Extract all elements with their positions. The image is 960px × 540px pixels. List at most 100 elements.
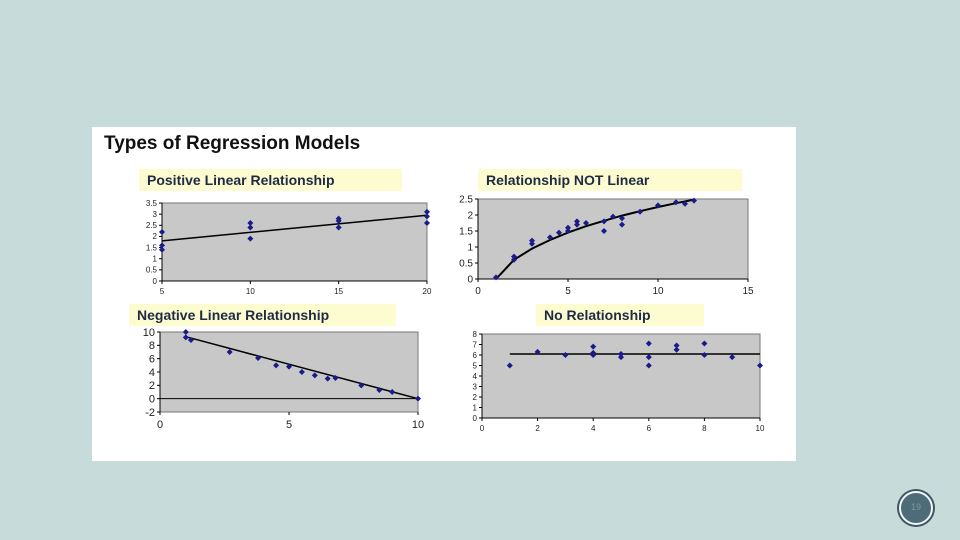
y-tick-label: 8: [473, 330, 478, 339]
data-point: [187, 337, 194, 343]
y-tick-label: 1: [467, 243, 473, 254]
data-point: [673, 342, 680, 349]
data-point: [424, 208, 430, 215]
data-point: [247, 224, 254, 231]
y-tick-label: 0: [153, 277, 158, 286]
x-tick-label: 10: [652, 286, 664, 297]
data-point: [506, 362, 513, 369]
data-point: [335, 224, 342, 231]
y-tick-label: 4: [149, 367, 155, 379]
x-tick-label: 20: [423, 287, 432, 296]
data-point: [619, 221, 625, 228]
x-tick-label: 6: [647, 424, 652, 433]
y-tick-label: 3: [473, 382, 478, 391]
data-point: [691, 197, 697, 204]
y-tick-label: 1: [153, 255, 158, 264]
x-tick-label: 5: [565, 286, 571, 297]
data-point: [226, 349, 233, 355]
data-point: [565, 228, 571, 234]
y-tick-label: 5: [473, 361, 478, 370]
data-point: [562, 352, 569, 358]
y-tick-label: 7: [473, 340, 478, 349]
panel-title-positive: Positive Linear Relationship: [139, 169, 402, 191]
data-point: [645, 362, 652, 369]
x-tick-label: 0: [157, 419, 163, 431]
data-point: [574, 221, 580, 228]
data-point: [590, 349, 597, 356]
y-tick-label: 3.5: [146, 199, 158, 208]
data-point: [673, 199, 679, 206]
data-point: [159, 228, 165, 235]
y-tick-label: 1: [473, 403, 478, 412]
chart-not-linear: 0 0.5 1 1.5 2 2.5 0 5 10 15: [459, 195, 754, 298]
y-tick-label: 4: [473, 372, 478, 381]
x-tick-label: 15: [742, 286, 754, 297]
data-point: [637, 208, 643, 215]
data-point: [583, 220, 589, 226]
y-tick-label: 0: [149, 394, 155, 406]
data-point: [286, 363, 292, 370]
x-tick-label: 5: [160, 287, 165, 296]
data-point: [358, 382, 365, 389]
data-point: [757, 362, 763, 369]
plot-area: [481, 333, 761, 419]
slide-number-badge: 19: [899, 491, 933, 525]
y-tick-label: 1.5: [459, 227, 473, 238]
x-tick-label: 8: [702, 424, 707, 433]
data-point: [618, 354, 624, 361]
y-tick-label: 6: [149, 354, 155, 366]
data-point: [324, 375, 331, 382]
data-point: [645, 354, 652, 361]
data-point: [376, 387, 383, 393]
data-point: [547, 234, 553, 241]
data-point: [159, 246, 165, 253]
y-tick-label: 3: [153, 210, 158, 219]
regression-models-figure: Types of Regression Models Positive Line…: [92, 127, 796, 461]
plot-area: [161, 202, 428, 282]
y-tick-label: 0.5: [146, 266, 158, 275]
plot-area: [477, 198, 749, 280]
data-point: [655, 202, 661, 209]
panel-title-none: No Relationship: [536, 304, 704, 326]
figure-title: Types of Regression Models: [104, 133, 361, 154]
x-tick-label: 2: [535, 424, 540, 433]
data-point: [618, 350, 624, 357]
data-point: [601, 228, 607, 234]
data-point: [424, 213, 430, 220]
y-tick-label: 0.5: [459, 259, 473, 270]
x-tick-label: 10: [412, 419, 424, 431]
y-tick-label: 0: [467, 275, 473, 286]
y-tick-label: 6: [473, 351, 478, 360]
data-point: [556, 229, 562, 236]
data-point: [511, 256, 517, 263]
data-point: [159, 242, 165, 249]
data-point: [610, 213, 616, 220]
chart-positive-linear: 0 0.5 1 1.5 2 2.5 3 3.5 5 10 15 20: [146, 199, 432, 296]
panel-title-not-linear: Relationship NOT Linear: [478, 169, 742, 191]
data-point: [645, 340, 652, 347]
data-point: [255, 355, 262, 361]
plot-area: [159, 331, 419, 413]
data-point: [574, 218, 580, 225]
data-point: [673, 346, 680, 353]
data-point: [335, 215, 342, 222]
data-point: [424, 220, 430, 227]
data-point: [415, 395, 421, 402]
data-point: [701, 340, 708, 347]
y-tick-label: 8: [149, 340, 155, 352]
data-point: [493, 274, 499, 281]
y-tick-label: 2: [467, 211, 473, 222]
data-point: [529, 237, 535, 244]
data-point: [590, 343, 597, 350]
data-point: [534, 348, 541, 355]
data-point: [311, 372, 318, 379]
y-tick-label: 2: [153, 232, 158, 241]
y-tick-label: 0: [473, 414, 478, 423]
data-point: [273, 362, 280, 369]
data-point: [729, 354, 736, 361]
y-tick-label: 2.5: [459, 195, 473, 206]
x-tick-label: 5: [286, 419, 292, 431]
y-tick-label: 2: [149, 380, 155, 392]
